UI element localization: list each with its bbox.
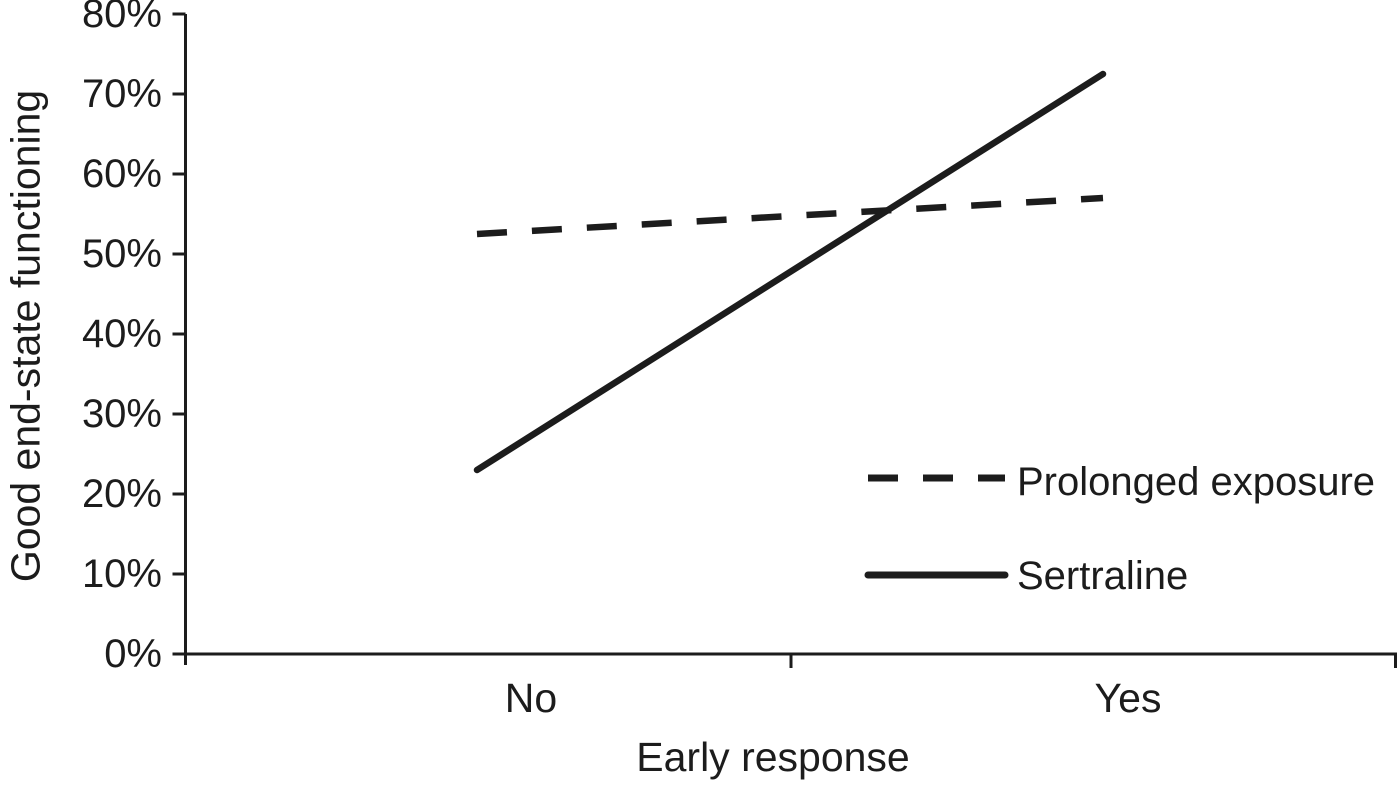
x-tick-label-no: No: [504, 675, 558, 721]
y-tick-label: 40%: [81, 312, 162, 356]
y-tick-label: 50%: [81, 232, 162, 276]
y-tick-label: 60%: [81, 152, 162, 196]
y-tick-label: 70%: [81, 72, 162, 116]
x-tick-label-yes: Yes: [1094, 675, 1162, 721]
legend-label-sertraline: Sertraline: [1017, 554, 1189, 599]
series-line-prolonged-exposure: [476, 194, 1104, 238]
y-tick-label: 0%: [104, 632, 162, 676]
y-tick-label: 20%: [81, 472, 162, 516]
y-tick-label: 80%: [81, 0, 162, 36]
y-tick-label: 30%: [81, 392, 162, 436]
x-axis-title: Early response: [636, 734, 910, 780]
series-line-sertraline: [473, 70, 1107, 474]
legend-label-prolonged-exposure: Prolonged exposure: [1017, 460, 1376, 505]
y-tick-label: 10%: [81, 552, 162, 596]
